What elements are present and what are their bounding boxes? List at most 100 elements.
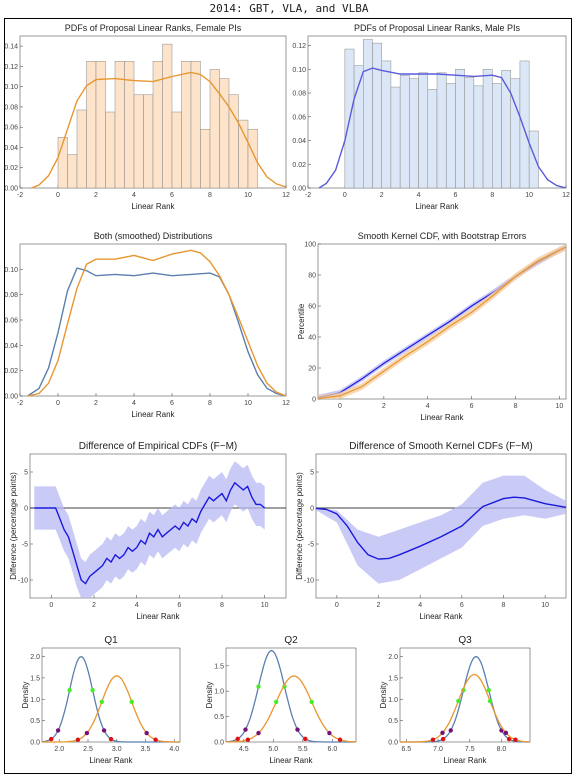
chart-q3: Q3 6.5 7.0 7.5 8.0 0.0 0.5 1.0 1.5 2.0 Linear Rank… [379,635,531,765]
chart-male-pdf: PDFs of Proposal Linear Ranks, Male PIs -… [292,23,570,211]
y-axis-label: Density [21,682,30,709]
figure-frame [4,18,572,774]
x-tick-label: 4.5 [239,746,249,753]
y-tick-label: 0.00 [4,394,18,401]
plot-frame [317,243,567,400]
histogram-bar [519,60,530,189]
x-tick-label: 2.5 [83,746,93,753]
y-tick-label: 60 [308,304,316,311]
y-tick-label: 0.06 [4,125,18,132]
plot-frame [29,453,287,599]
quantile-marker [513,737,518,742]
y-tick-label: 40 [308,335,316,342]
histogram-bar [76,109,87,189]
x-tick-label: 0 [56,400,60,407]
chart-title: Q1 [104,635,118,646]
y-axis-label: Density [205,682,214,709]
histogram-bar [492,83,502,189]
plot-frame [19,243,287,397]
x-tick-label: 12 [282,192,290,199]
x-tick-label: 6.5 [401,746,411,753]
x-tick-label: -2 [17,192,23,199]
y-tick-label: 0.02 [292,162,306,169]
x-tick-label: 2 [94,400,98,407]
x-tick-label: 6 [177,602,181,609]
quantile-marker [337,737,343,742]
x-tick-label: 7.5 [465,746,475,753]
x-axis-label: Linear Rank [269,756,313,765]
x-tick-label: 8 [514,403,518,410]
quantile-marker [440,736,446,742]
y-axis-label: Density [379,682,388,709]
histogram-bar [390,86,401,189]
quantile-marker [327,730,332,736]
y-tick-label: 0.5 [30,718,40,725]
x-tick-label: 0 [49,602,53,609]
y-tick-label: 0 [310,506,314,513]
chart-female-pdf: PDFs of Proposal Linear Ranks, Female PI… [4,23,290,211]
x-tick-label: 6 [170,400,174,407]
x-tick-label: 4.0 [169,746,179,753]
chart-empirical-diff: Difference of Empirical CDFs (F−M) 0 2 4 6 8 1… [9,441,287,621]
density-curve [42,675,180,743]
y-tick-label: 1.0 [214,689,224,696]
x-tick-label: 5.0 [268,746,278,753]
y-tick-label: 0.12 [292,43,306,50]
x-tick-label: 6 [470,403,474,410]
histogram-bar [363,39,373,189]
x-axis-label: Linear Rank [131,202,175,211]
quantile-marker [90,687,95,693]
x-tick-label: 0 [56,192,60,199]
quantile-marker [487,698,493,704]
quantile-marker [153,737,158,742]
histogram-bar [238,119,249,189]
x-tick-label: 4 [417,192,421,199]
chart-title: Difference of Empirical CDFs (F−M) [79,441,237,452]
quantile-marker [235,736,240,742]
plot-frame [315,453,567,599]
histogram-bar [409,78,419,189]
histogram-bar [133,94,144,189]
y-tick-label: 1.5 [388,675,398,682]
y-tick-label: 0.12 [4,64,18,71]
quantile-marker [101,728,107,733]
quantile-marker [303,736,308,742]
y-tick-label: 1.5 [30,675,40,682]
y-tick-label: -5 [22,542,28,549]
quantile-marker [256,684,261,689]
quantile-marker [99,699,105,705]
series-line [34,481,266,585]
x-axis-label: Linear Rank [131,410,175,419]
y-tick-label: 0.0 [388,740,398,747]
x-tick-label: 0 [343,192,347,199]
quantile-marker [506,736,512,742]
chart-smooth-cdf: Smooth Kernel CDF, with Bootstrap Errors… [297,231,567,422]
quantile-marker [129,699,134,705]
x-tick-label: 6 [170,192,174,199]
histogram-bar [399,74,410,189]
x-tick-label: -2 [17,400,23,407]
quantile-marker [55,728,61,733]
histogram-bar [381,60,392,189]
chart-both-smoothed: Both (smoothed) Distributions -2 0 2 4 6 8 10 12… [4,231,290,419]
x-tick-label: 6 [460,602,464,609]
y-tick-label: 1.0 [30,697,40,704]
chart-q1: Q1 2.0 2.5 3.0 3.5 4.0 0.0 0.5 1.0 1.5 2.0 Linear R… [21,635,181,765]
x-tick-label: 4 [132,192,136,199]
density-curve [41,656,180,743]
chart-title: Difference of Smooth Kernel CDFs (F−M) [349,441,533,452]
histogram-bar [190,61,201,189]
plot-frame [41,647,181,743]
quantile-marker [245,737,251,742]
quantile-marker [67,687,72,693]
quantile-marker [144,730,149,736]
x-tick-label: 12 [282,400,290,407]
histogram-bar [171,111,182,189]
y-tick-label: 0.10 [4,84,18,91]
quantile-marker [456,698,461,704]
quantile-marker [309,699,314,705]
y-tick-label: 0 [312,397,316,404]
x-tick-label: 0 [338,403,342,410]
histogram-bar [95,61,106,189]
histogram-bar [372,42,382,189]
